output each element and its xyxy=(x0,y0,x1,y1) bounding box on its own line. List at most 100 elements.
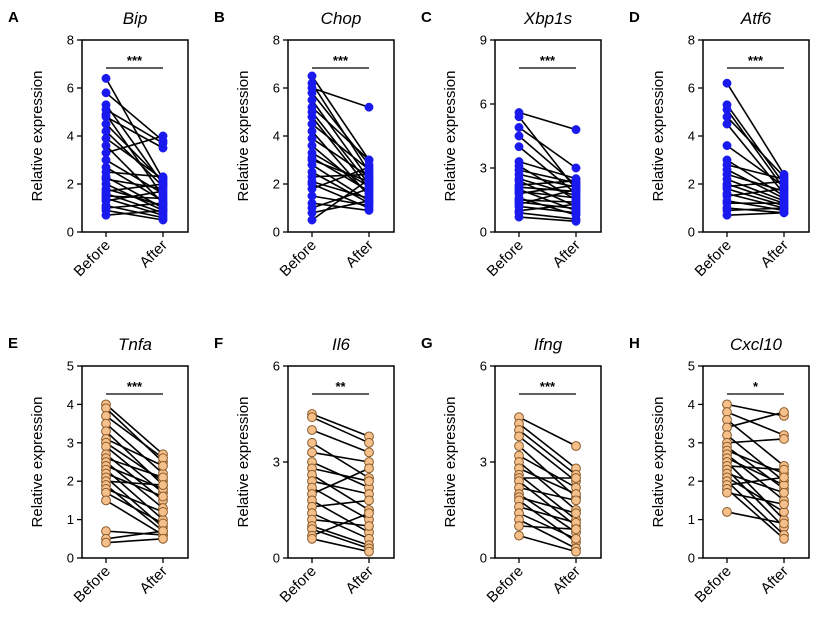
chart-d-pair-line xyxy=(726,183,785,204)
chart-g-point-before xyxy=(514,530,524,541)
chart-b-ytick-label: 6 xyxy=(273,81,280,96)
chart-a-point-after xyxy=(158,143,168,153)
chart-a-ytick-label: 2 xyxy=(67,177,74,192)
chart-d-ytick-label: 0 xyxy=(688,225,695,240)
chart-g-pair-line xyxy=(518,496,577,514)
chart-b-xtick-label: After xyxy=(342,237,376,271)
chart-g-pair-line xyxy=(518,525,577,530)
chart-g-ytick-label: 0 xyxy=(480,551,487,566)
chart-b-point-after xyxy=(364,205,374,215)
chart-g-pair-line xyxy=(518,518,577,550)
chart-h-ytick-label: 5 xyxy=(688,359,695,374)
chart-d-panel: D Atf6 Relative expression 0 2 4 6 8 Before After… xyxy=(629,9,810,280)
chart-h-panel-letter: H xyxy=(629,335,640,352)
chart-f-pair-line xyxy=(311,451,370,463)
chart-c-ytick-label: 0 xyxy=(480,225,487,240)
chart-h-point-after xyxy=(779,499,789,510)
chart-d-point-before xyxy=(722,78,732,88)
chart-h-xtick-label: After xyxy=(757,563,791,597)
chart-g-xtick-label: Before xyxy=(484,563,527,606)
chart-g-panel: G Ifng Relative expression 0 3 6 Before After **… xyxy=(421,335,602,606)
chart-d-pair-line xyxy=(726,116,785,178)
chart-e-pair-line xyxy=(105,407,164,463)
chart-c-point-after xyxy=(571,163,581,173)
chart-b-pair-line xyxy=(311,75,370,161)
chart-h-point-after xyxy=(779,407,789,417)
chart-f-title: Il6 xyxy=(332,335,351,354)
chart-e-pair-line xyxy=(105,538,164,544)
chart-c-pair-line xyxy=(518,135,577,186)
chart-c-pair-line xyxy=(518,203,577,212)
chart-c-pair-line xyxy=(518,205,577,214)
chart-b-pair-line xyxy=(311,195,370,207)
chart-h-pair-line xyxy=(726,491,785,506)
chart-c-point-before xyxy=(514,131,524,141)
chart-b-pair-line xyxy=(311,152,370,188)
chart-d-xtick-label: After xyxy=(757,237,791,271)
chart-d-ytick-label: 2 xyxy=(688,177,695,192)
chart-a-ytick-label: 8 xyxy=(67,33,74,48)
chart-g-pair-line xyxy=(518,435,577,482)
chart-a-panel-letter: A xyxy=(8,9,19,26)
chart-a-point-before xyxy=(101,210,111,220)
chart-c-point-after xyxy=(571,199,581,209)
chart-e-frame xyxy=(81,365,189,559)
chart-b-pair-line xyxy=(311,173,370,178)
chart-d-pair-line xyxy=(726,180,785,188)
chart-b-pair-line xyxy=(311,123,370,171)
chart-g-point-before xyxy=(514,521,524,531)
chart-e-point-after xyxy=(158,480,168,490)
chart-a-point-after xyxy=(158,131,168,141)
chart-e-ytick-label: 4 xyxy=(67,397,74,412)
chart-b-xtick-label: Before xyxy=(277,237,320,280)
chart-d-ytick-label: 4 xyxy=(688,129,695,144)
chart-f-pair-line xyxy=(311,413,370,438)
chart-c-point-before xyxy=(514,142,524,152)
chart-g-ylabel: Relative expression xyxy=(442,397,459,528)
chart-f-pair-line xyxy=(311,518,370,527)
chart-e-pair-line xyxy=(105,488,164,513)
chart-e-pair-line xyxy=(105,415,164,459)
chart-c-panel-letter: C xyxy=(421,9,432,26)
chart-f-point-before xyxy=(307,437,317,448)
chart-b-ytick-label: 2 xyxy=(273,177,280,192)
chart-f-xtick-label: Before xyxy=(277,563,320,606)
chart-d-pair-line xyxy=(726,164,785,180)
chart-c-point-before xyxy=(514,112,524,122)
chart-a-pair-line xyxy=(105,202,164,209)
chart-d-point-after xyxy=(779,184,789,194)
chart-b-pair-line xyxy=(311,159,370,183)
chart-a-title: Bip xyxy=(123,9,148,28)
chart-e-pair-line xyxy=(105,472,164,498)
chart-a-pair-line xyxy=(105,116,164,149)
chart-g-sig-label: *** xyxy=(540,379,556,394)
chart-f-pair-line xyxy=(311,512,370,540)
chart-e-point-after xyxy=(158,460,168,471)
chart-c-pair-line xyxy=(518,180,577,186)
chart-d-pair-line xyxy=(726,144,785,188)
chart-e-title: Tnfa xyxy=(118,335,152,354)
chart-f-point-after xyxy=(364,495,374,506)
chart-g-ytick-label: 6 xyxy=(480,359,487,374)
chart-g-pair-line xyxy=(518,429,577,476)
chart-b-point-before xyxy=(307,215,317,225)
chart-e-point-before xyxy=(101,537,111,548)
chart-e-ytick-label: 5 xyxy=(67,359,74,374)
chart-f-pair-line xyxy=(311,429,370,454)
chart-f-pair-line xyxy=(311,499,370,508)
chart-f-point-before xyxy=(307,412,317,423)
chart-c-point-after xyxy=(571,125,581,135)
chart-a-pair-line xyxy=(105,171,164,178)
chart-d-ytick-label: 8 xyxy=(688,33,695,48)
chart-c-title: Xbp1s xyxy=(523,9,573,28)
chart-a-pair-line xyxy=(105,209,164,221)
chart-h-frame xyxy=(702,365,810,559)
chart-g-xtick-label: After xyxy=(549,563,583,597)
chart-a-pair-line xyxy=(105,209,164,216)
chart-c-point-after xyxy=(571,216,581,226)
chart-c-pair-line xyxy=(518,111,577,131)
chart-c-pair-line xyxy=(518,212,577,220)
chart-b-pair-line xyxy=(311,188,370,209)
chart-f-xtick-label: After xyxy=(342,563,376,597)
chart-f-pair-line xyxy=(311,416,370,444)
